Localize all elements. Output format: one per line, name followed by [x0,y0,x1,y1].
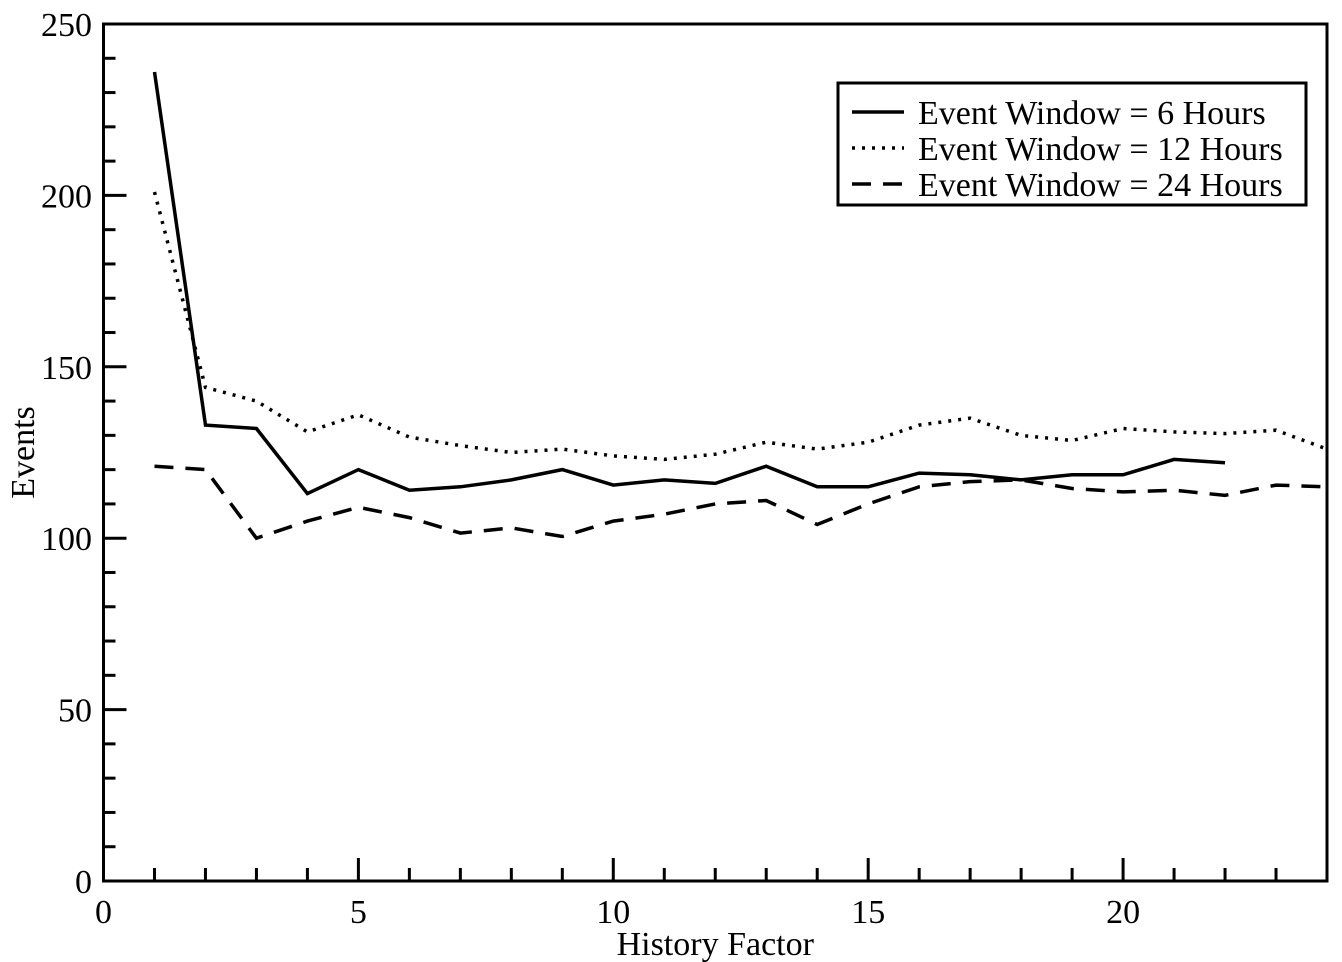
y-tick-label-250: 250 [41,7,92,44]
x-tick-label-0: 0 [95,894,112,931]
x-tick-label-20: 20 [1106,894,1140,931]
legend-label-2: Event Window = 24 Hours [918,167,1283,204]
y-tick-label-100: 100 [41,521,92,558]
y-tick-label-150: 150 [41,350,92,387]
x-tick-label-10: 10 [596,894,630,931]
series-line-dashed [154,464,1328,541]
legend-label-0: Event Window = 6 Hours [918,95,1266,132]
x-tick-label-15: 15 [851,894,885,931]
legend-box [836,81,1308,207]
y-tick-label-0: 0 [75,864,92,901]
x-tick-label-5: 5 [350,894,367,931]
series-line-solid [152,71,1226,496]
y-axis-title: Events [5,406,42,499]
x-axis-title: History Factor [617,926,815,962]
y-tick-label-200: 200 [41,178,92,215]
plot-frame [102,22,1329,883]
legend-label-1: Event Window = 12 Hours [918,131,1283,168]
y-tick-label-50: 50 [58,693,92,730]
